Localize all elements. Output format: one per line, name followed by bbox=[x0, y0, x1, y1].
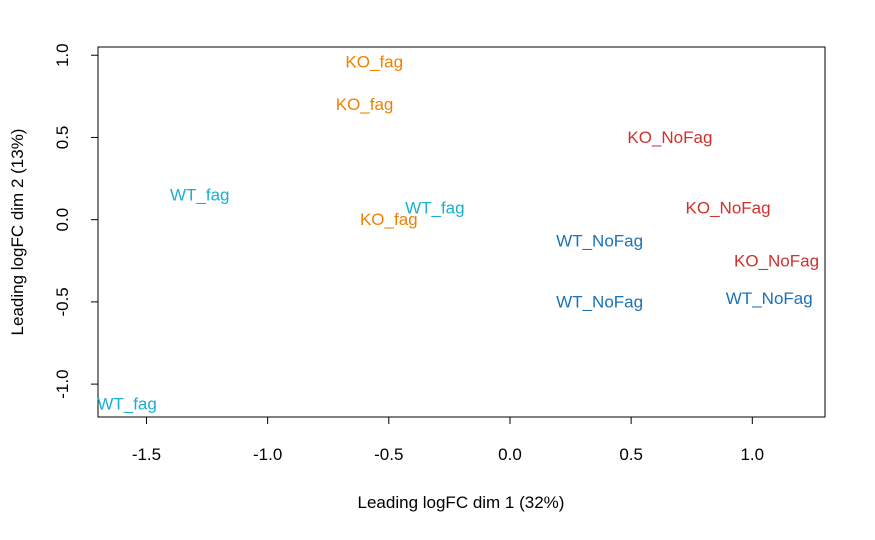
point-label: KO_NoFag bbox=[734, 251, 819, 270]
x-tick-label: -1.5 bbox=[132, 445, 161, 464]
x-tick-label: -0.5 bbox=[374, 445, 403, 464]
y-tick-label: 0.0 bbox=[53, 208, 72, 232]
point-label: KO_fag bbox=[336, 95, 394, 114]
x-tick-label: 0.5 bbox=[619, 445, 643, 464]
x-tick-label: 0.0 bbox=[498, 445, 522, 464]
y-axis: -1.0 -0.5 0.0 0.5 1.0 bbox=[53, 43, 99, 399]
plot-frame bbox=[97, 46, 826, 418]
y-tick-label: 1.0 bbox=[53, 43, 72, 67]
point-label: KO_fag bbox=[360, 210, 418, 229]
y-tick-label: -0.5 bbox=[53, 287, 72, 316]
point-label: KO_fag bbox=[345, 52, 403, 71]
point-label: WT_fag bbox=[405, 199, 465, 218]
point-label: WT_NoFag bbox=[556, 292, 643, 311]
point-label: KO_NoFag bbox=[686, 199, 771, 218]
y-axis-title: Leading logFC dim 2 (13%) bbox=[8, 129, 27, 336]
x-axis-title: Leading logFC dim 1 (32%) bbox=[358, 493, 565, 512]
y-tick-label: 0.5 bbox=[53, 126, 72, 150]
x-tick-label: -1.0 bbox=[253, 445, 282, 464]
point-label: KO_NoFag bbox=[627, 128, 712, 147]
data-labels: KO_fagKO_fagKO_fagWT_fagWT_fagWT_fagKO_N… bbox=[97, 52, 819, 413]
x-tick-label: 1.0 bbox=[740, 445, 764, 464]
point-label: WT_fag bbox=[97, 394, 157, 413]
point-label: WT_fag bbox=[170, 186, 230, 205]
point-label: WT_NoFag bbox=[726, 289, 813, 308]
y-tick-label: -1.0 bbox=[53, 369, 72, 398]
point-label: WT_NoFag bbox=[556, 232, 643, 251]
x-axis: -1.5 -1.0 -0.5 0.0 0.5 1.0 bbox=[132, 416, 764, 464]
